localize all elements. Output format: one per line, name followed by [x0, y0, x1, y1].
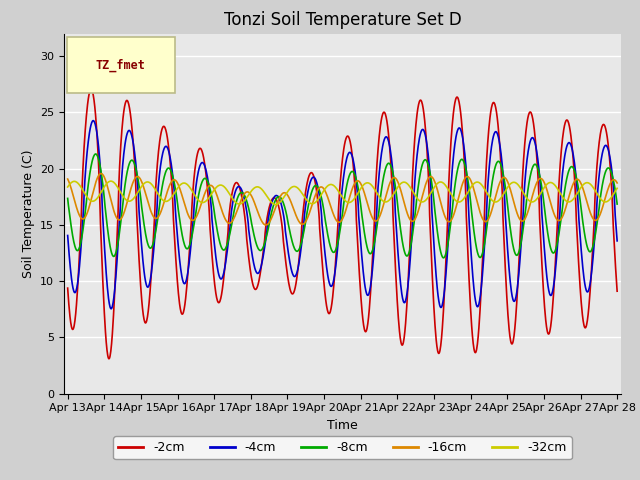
-2cm	[105, 356, 113, 361]
-8cm	[500, 176, 508, 182]
-2cm	[548, 304, 556, 310]
-8cm	[613, 201, 621, 207]
-2cm	[248, 278, 256, 284]
-16cm	[186, 216, 194, 222]
Line: -16cm: -16cm	[68, 174, 617, 225]
-32cm	[272, 202, 280, 207]
-8cm	[186, 240, 194, 246]
-16cm	[262, 222, 269, 228]
-32cm	[186, 185, 194, 191]
-4cm	[173, 231, 181, 237]
-32cm	[107, 178, 115, 184]
Y-axis label: Soil Temperature (C): Soil Temperature (C)	[22, 149, 35, 278]
-8cm	[248, 221, 255, 227]
-16cm	[500, 175, 508, 180]
-32cm	[613, 185, 621, 191]
-8cm	[428, 182, 436, 188]
-8cm	[92, 151, 99, 157]
-2cm	[87, 86, 95, 92]
Line: -4cm: -4cm	[68, 120, 617, 309]
-2cm	[429, 274, 436, 279]
-32cm	[248, 188, 255, 193]
-8cm	[440, 255, 447, 261]
-8cm	[64, 195, 72, 201]
-16cm	[429, 175, 436, 180]
-32cm	[173, 186, 180, 192]
-16cm	[248, 193, 255, 199]
-8cm	[548, 250, 556, 255]
Line: -32cm: -32cm	[68, 181, 617, 204]
X-axis label: Time: Time	[327, 419, 358, 432]
-4cm	[108, 306, 115, 312]
-4cm	[187, 246, 195, 252]
-16cm	[548, 207, 556, 213]
Line: -2cm: -2cm	[68, 89, 617, 359]
-2cm	[173, 277, 181, 283]
-4cm	[429, 216, 436, 221]
-4cm	[548, 288, 556, 294]
Title: Tonzi Soil Temperature Set D: Tonzi Soil Temperature Set D	[223, 11, 461, 29]
-16cm	[613, 180, 621, 186]
-16cm	[64, 176, 72, 182]
-2cm	[613, 288, 621, 294]
-8cm	[173, 196, 180, 202]
-16cm	[97, 171, 105, 177]
-32cm	[500, 190, 508, 196]
-4cm	[248, 252, 256, 257]
-2cm	[64, 285, 72, 291]
-2cm	[187, 229, 195, 235]
-4cm	[64, 233, 72, 239]
-32cm	[548, 180, 556, 186]
-4cm	[90, 118, 97, 123]
Text: TZ_fmet: TZ_fmet	[96, 59, 146, 72]
-4cm	[500, 186, 508, 192]
-4cm	[613, 238, 621, 244]
-16cm	[173, 179, 180, 185]
Line: -8cm: -8cm	[68, 154, 617, 258]
FancyBboxPatch shape	[67, 37, 175, 93]
Legend: -2cm, -4cm, -8cm, -16cm, -32cm: -2cm, -4cm, -8cm, -16cm, -32cm	[113, 436, 572, 459]
-2cm	[500, 240, 508, 246]
-32cm	[64, 184, 72, 190]
-32cm	[429, 188, 436, 193]
